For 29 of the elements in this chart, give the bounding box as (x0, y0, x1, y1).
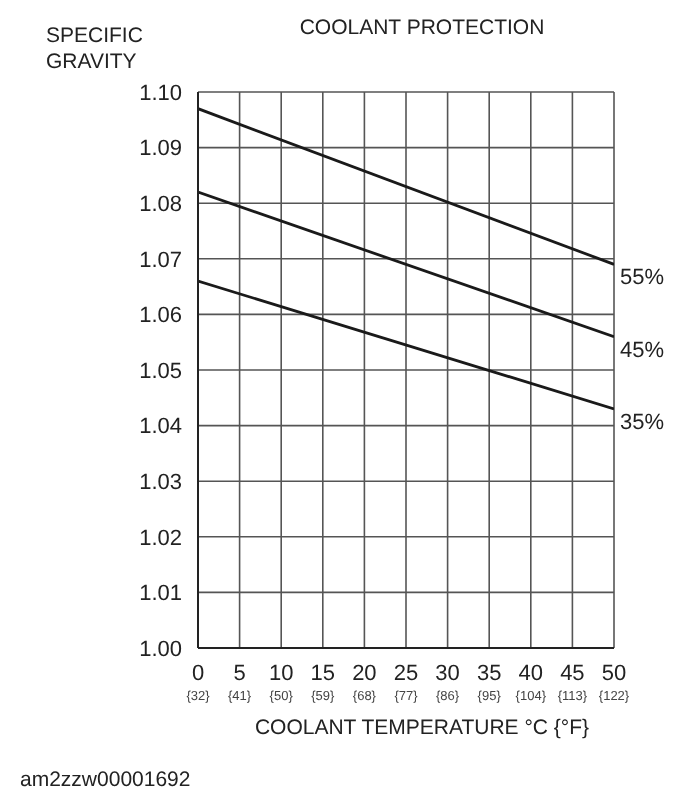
x-tick-label: 40 (518, 661, 544, 686)
y-tick-label: 1.01 (139, 582, 182, 607)
x-tick-label: 30 (435, 661, 460, 686)
x-tick-label: 25 (393, 661, 419, 686)
text: am2zzw00001692 (20, 768, 191, 792)
y-tick-label: 1.00 (139, 637, 182, 662)
y-tick-label: 1.10 (139, 81, 182, 106)
series-label: 55% (620, 266, 665, 291)
y-tick-label: 1.02 (139, 526, 182, 551)
y-tick-label: 1.04 (139, 415, 182, 440)
y-tick-label: 1.03 (139, 471, 182, 496)
x-tick-label: 5 (233, 661, 246, 686)
y-tick-label: 1.05 (139, 359, 182, 384)
y-tick-label: 1.09 (139, 137, 182, 162)
y-tick-label: 1.07 (139, 248, 182, 273)
x-tick-label: 35 (476, 661, 502, 686)
x-tick-label: 0 (191, 661, 205, 686)
x-tick-label: 20 (352, 661, 377, 686)
series-label: 45% (620, 338, 665, 363)
series-label: 35% (620, 410, 665, 435)
chart-title: COOLANT PROTECTION (297, 16, 547, 40)
x-axis-title: COOLANT TEMPERATURE °C {°F} (252, 716, 592, 740)
y-axis-title: SPECIFIC GRAVITY (46, 24, 145, 76)
y-tick-label: 1.08 (139, 193, 182, 218)
y-tick-label: 1.06 (139, 304, 182, 329)
x-tick-label: 10 (268, 661, 294, 686)
x-tick-label: 45 (560, 661, 585, 686)
x-tick-label: 15 (310, 661, 336, 686)
x-tick-label: 50 (601, 661, 627, 686)
